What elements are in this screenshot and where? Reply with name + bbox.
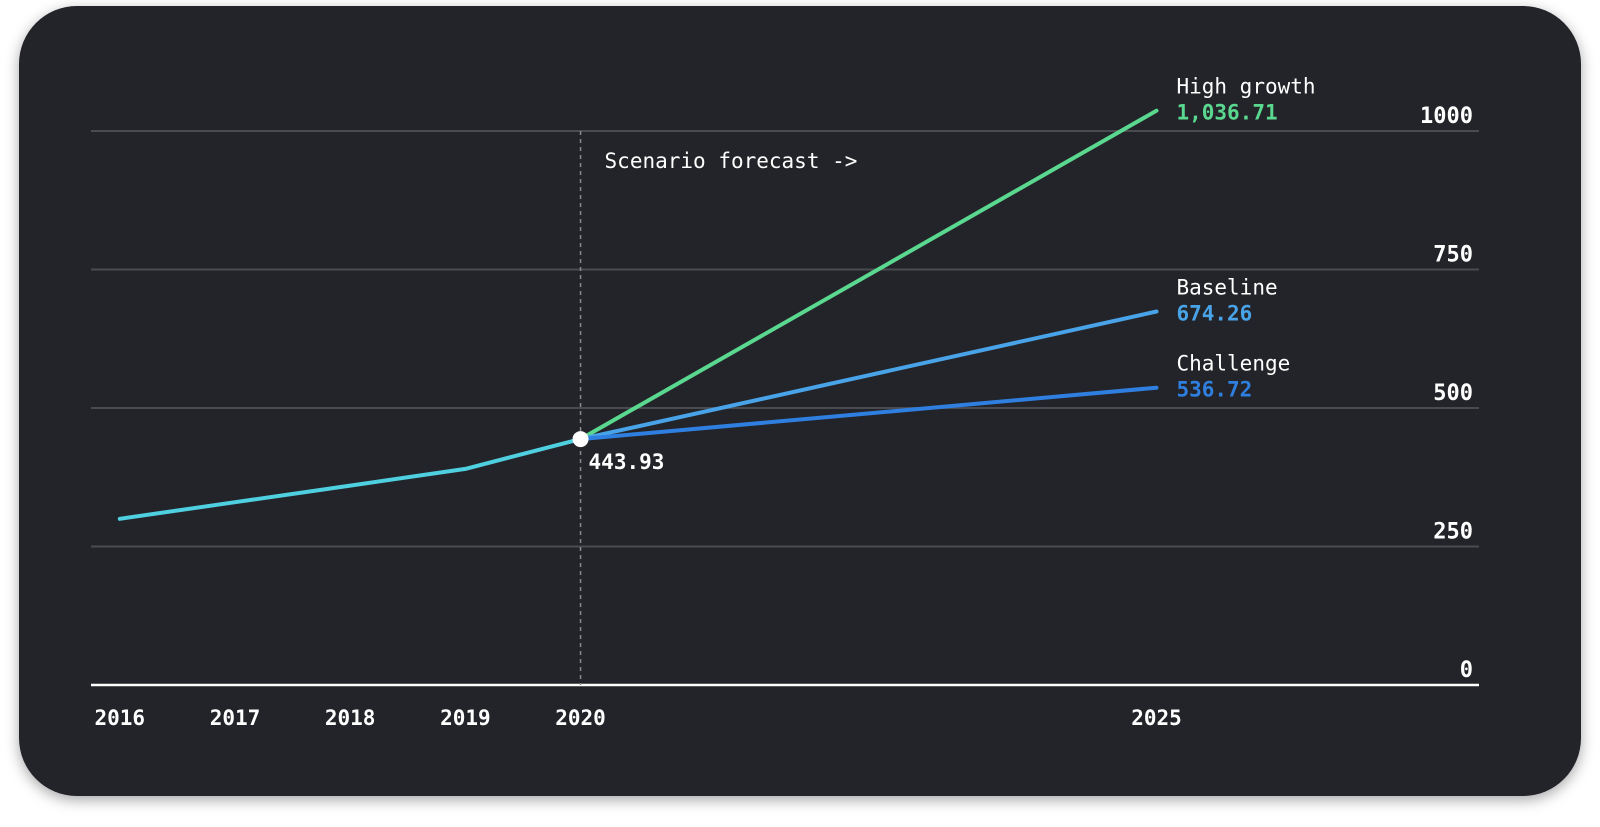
series-line-challenge [578, 385, 1159, 442]
line-chart: 0 250 500 750 1000 2016 2017 2018 2019 2020 2025 Sc… [91, 75, 1479, 730]
y-tick-label-250: 250 [1433, 520, 1473, 545]
grid-lines [91, 130, 1479, 548]
x-tick-label-2025: 2025 [1131, 706, 1182, 730]
axes [91, 131, 1479, 687]
series-lines [117, 108, 1159, 521]
series-name-baseline: Baseline [1176, 275, 1277, 299]
series-name-challenge: Challenge [1176, 352, 1290, 376]
chart-card: 0 250 500 750 1000 2016 2017 2018 2019 2020 2025 Sc… [19, 6, 1581, 796]
y-tick-label-0: 0 [1460, 658, 1473, 683]
y-tick-label-750: 750 [1433, 243, 1473, 268]
x-tick-label-2019: 2019 [440, 706, 491, 730]
x-tick-label-2018: 2018 [325, 706, 376, 730]
x-tick-label-2017: 2017 [210, 706, 261, 730]
y-tick-label-1000: 1000 [1420, 104, 1473, 129]
series-line-baseline [578, 309, 1159, 442]
anchor-value-label: 443.93 [589, 450, 665, 474]
labels: 0 250 500 750 1000 2016 2017 2018 2019 2020 2025 Sc… [95, 75, 1473, 730]
forecast-annotation: Scenario forecast -> [605, 149, 858, 173]
series-line-historical [117, 437, 583, 521]
x-tick-label-2020: 2020 [555, 706, 606, 730]
y-tick-label-500: 500 [1433, 381, 1473, 406]
series-value-high-growth: 1,036.71 [1176, 101, 1277, 125]
series-line-high-growth [578, 108, 1159, 442]
x-tick-label-2016: 2016 [95, 706, 146, 730]
series-value-baseline: 674.26 [1176, 301, 1252, 325]
series-value-challenge: 536.72 [1176, 378, 1252, 402]
series-name-high-growth: High growth [1176, 75, 1315, 99]
anchor-point [572, 431, 589, 448]
